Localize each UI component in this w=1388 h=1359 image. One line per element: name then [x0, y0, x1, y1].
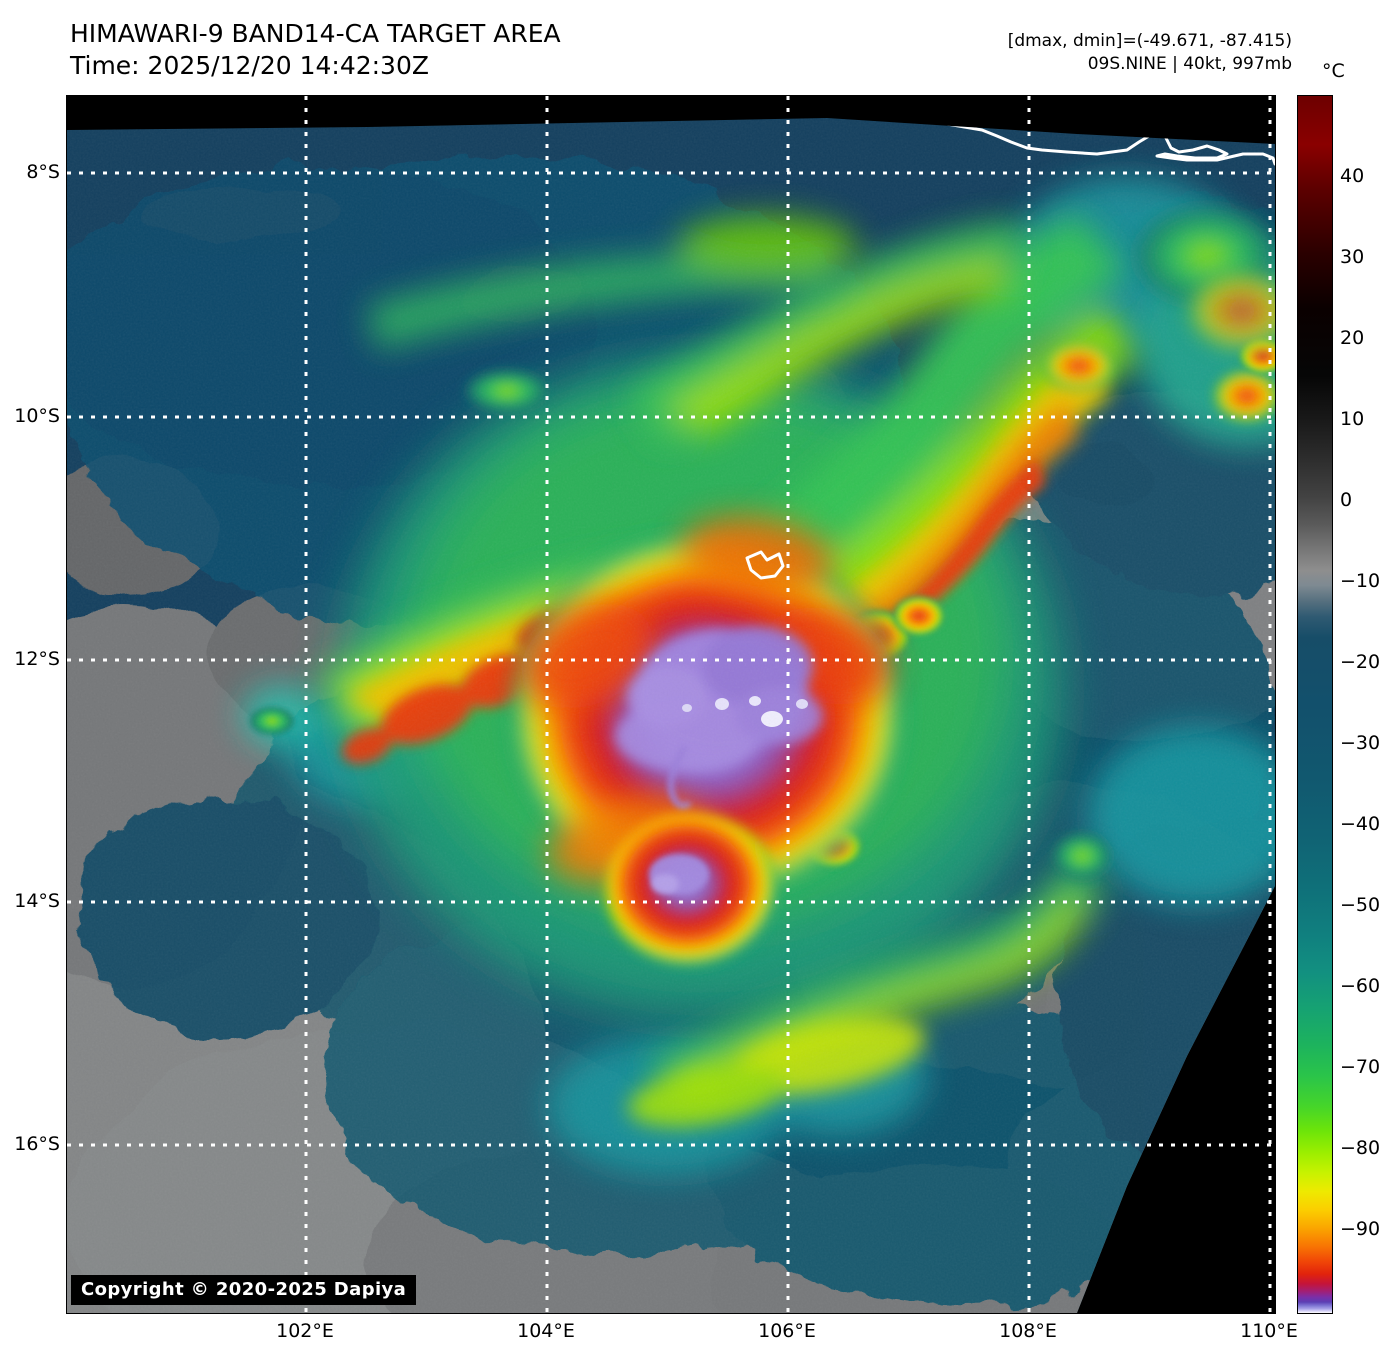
- colorbar-tick-label: −70: [1340, 1056, 1381, 1078]
- xtick-label: 110°E: [1240, 1320, 1298, 1342]
- colorbar-tick-label: 10: [1340, 408, 1365, 430]
- data-range-text: [dmax, dmin]=(-49.671, -87.415): [1007, 31, 1292, 51]
- ytick-label: 10°S: [14, 405, 60, 427]
- ytick-label: 16°S: [14, 1133, 60, 1155]
- colorbar-gradient: [1298, 96, 1332, 1313]
- colorbar-tick-label: −90: [1340, 1218, 1381, 1240]
- xtick-label: 108°E: [999, 1320, 1057, 1342]
- metadata-block: [dmax, dmin]=(-49.671, -87.415) 09S.NINE…: [1008, 30, 1292, 76]
- xtick-label: 102°E: [276, 1320, 334, 1342]
- ytick-label: 14°S: [14, 890, 60, 912]
- latlon-graticule: [67, 96, 1275, 1313]
- sensor-noise-texture: [67, 118, 1275, 1313]
- title-line-1: HIMAWARI-9 BAND14-CA TARGET AREA: [70, 19, 561, 48]
- storm-info-text: 09S.NINE | 40kt, 997mb: [1087, 53, 1292, 74]
- xtick-label: 104°E: [517, 1320, 575, 1342]
- colorbar-tick-label: 40: [1340, 165, 1365, 187]
- colorbar-tick-label: −40: [1340, 813, 1381, 835]
- title-line-2: Time: 2025/12/20 14:42:30Z: [70, 51, 429, 80]
- ytick-label: 8°S: [26, 161, 60, 183]
- colorbar-tick-label: 0: [1340, 489, 1353, 511]
- colorbar-tick-label: −20: [1340, 651, 1381, 673]
- colorbar-tick-label: 30: [1340, 246, 1365, 268]
- satellite-image-plot[interactable]: Copyright © 2020-2025 Dapiya: [66, 95, 1276, 1314]
- colorbar-tick-label: −80: [1340, 1137, 1381, 1159]
- colorbar-tick-label: −50: [1340, 894, 1381, 916]
- ytick-label: 12°S: [14, 648, 60, 670]
- xtick-label: 106°E: [758, 1320, 816, 1342]
- colorbar-unit-label: °C: [1322, 60, 1345, 82]
- page-title: HIMAWARI-9 BAND14-CA TARGET AREA Time: 2…: [70, 18, 561, 82]
- swath-data-area: [67, 118, 1275, 1313]
- colorbar-tick-label: −60: [1340, 975, 1381, 997]
- infrared-satellite-imagery: [67, 96, 1275, 1313]
- colorbar-tick-label: −10: [1340, 570, 1381, 592]
- colorbar-tick-label: −30: [1340, 732, 1381, 754]
- coastline-overlay: [745, 118, 1275, 580]
- copyright-badge: Copyright © 2020-2025 Dapiya: [71, 1275, 417, 1305]
- temperature-colorbar[interactable]: [1297, 95, 1333, 1314]
- colorbar-tick-label: 20: [1340, 327, 1365, 349]
